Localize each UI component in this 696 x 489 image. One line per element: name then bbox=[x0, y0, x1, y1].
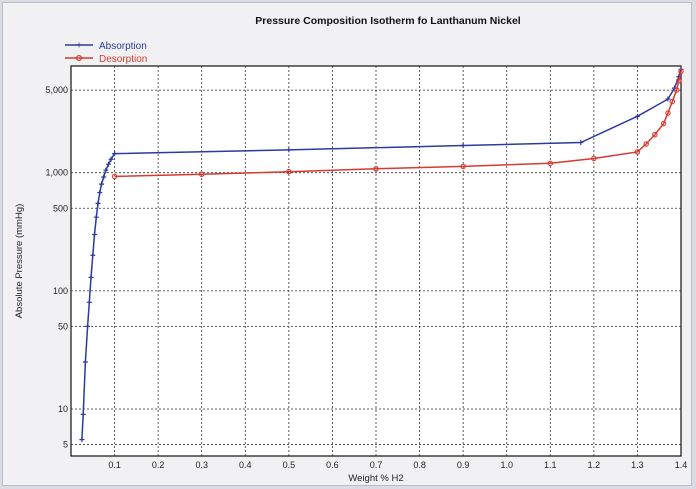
x-tick-label: 0.4 bbox=[239, 460, 252, 470]
data-point-absorption bbox=[82, 359, 88, 365]
legend-absorption-label: Absorption bbox=[99, 41, 147, 52]
data-point-absorption bbox=[634, 113, 640, 119]
data-point-absorption bbox=[105, 161, 111, 167]
data-point-absorption bbox=[85, 323, 91, 329]
data-point-desorption bbox=[676, 78, 682, 84]
data-point-desorption bbox=[634, 149, 641, 155]
x-tick-label: 1.1 bbox=[544, 460, 557, 470]
x-tick-label: 0.8 bbox=[413, 460, 426, 470]
x-tick-label: 0.7 bbox=[370, 460, 383, 470]
data-point-absorption bbox=[80, 411, 86, 417]
data-point-absorption bbox=[460, 142, 466, 148]
series-lines bbox=[79, 66, 684, 443]
x-tick-label: 1.3 bbox=[631, 460, 644, 470]
data-point-desorption bbox=[643, 141, 649, 147]
y-tick-label: 500 bbox=[53, 203, 68, 213]
data-point-absorption bbox=[103, 167, 109, 173]
data-point-absorption bbox=[90, 252, 96, 258]
x-tick-label: 0.9 bbox=[457, 460, 470, 470]
data-point-absorption bbox=[97, 189, 103, 195]
tick-labels: 0.1 0.2 0.3 0.4 0.5 0.6 0.7 0.8 0.9 1.0 1.1 1.2 1.3 1… bbox=[45, 85, 687, 470]
data-point-absorption bbox=[99, 181, 104, 187]
data-point-desorption bbox=[669, 98, 676, 105]
x-tick-label: 0.3 bbox=[195, 460, 208, 470]
legend: + Absorption Desorption bbox=[65, 41, 147, 65]
legend-marker-desorption bbox=[75, 54, 82, 61]
x-tick-label: 1.4 bbox=[675, 460, 688, 470]
data-point-absorption bbox=[86, 299, 92, 305]
legend-desorption-label: Desorption bbox=[99, 54, 147, 65]
x-tick-label: 1.2 bbox=[588, 460, 601, 470]
data-point-desorption bbox=[591, 155, 597, 162]
data-point-absorption bbox=[92, 231, 98, 237]
data-point-absorption bbox=[578, 140, 584, 146]
data-point-absorption bbox=[79, 437, 85, 443]
data-point-desorption bbox=[460, 163, 466, 170]
x-tick-label: 0.6 bbox=[326, 460, 339, 470]
y-tick-label: 5,000 bbox=[45, 85, 68, 95]
y-tick-label: 5 bbox=[63, 440, 68, 450]
data-point-desorption bbox=[111, 173, 118, 180]
data-point-absorption bbox=[286, 147, 292, 153]
x-tick-label: 0.1 bbox=[108, 460, 121, 470]
data-point-absorption bbox=[93, 214, 99, 220]
data-point-absorption bbox=[88, 274, 94, 280]
data-point-desorption bbox=[652, 131, 658, 138]
data-point-desorption bbox=[373, 165, 379, 172]
gridlines bbox=[71, 66, 681, 456]
x-tick-label: 0.5 bbox=[283, 460, 296, 470]
data-point-absorption bbox=[101, 174, 107, 180]
data-point-absorption bbox=[112, 151, 118, 157]
data-point-desorption bbox=[547, 160, 554, 167]
chart-title: Pressure Composition Isotherm fo Lanthan… bbox=[255, 15, 521, 27]
data-point-absorption bbox=[665, 96, 671, 102]
series-line-desorption bbox=[114, 71, 682, 178]
data-point-desorption bbox=[665, 110, 671, 116]
data-point-desorption bbox=[660, 120, 667, 127]
plot-area bbox=[70, 65, 682, 457]
data-point-desorption bbox=[286, 168, 292, 175]
data-point-absorption bbox=[108, 156, 114, 162]
y-axis-label: Absolute Pressure (mmHg) bbox=[14, 204, 25, 319]
x-tick-label: 1.0 bbox=[500, 460, 513, 470]
data-point-desorption bbox=[198, 171, 205, 178]
y-tick-label: 1,000 bbox=[45, 168, 68, 178]
data-point-desorption bbox=[678, 68, 684, 75]
data-point-absorption bbox=[95, 200, 101, 206]
legend-marker-absorption: + bbox=[76, 41, 82, 52]
y-tick-label: 50 bbox=[58, 321, 68, 331]
x-axis-label: Weight % H2 bbox=[348, 473, 403, 484]
x-tick-label: 0.2 bbox=[152, 460, 165, 470]
y-tick-label: 10 bbox=[58, 404, 68, 414]
pct-isotherm-chart: Pressure Composition Isotherm fo Lanthan… bbox=[14, 15, 687, 484]
y-tick-label: 100 bbox=[53, 286, 68, 296]
data-point-desorption bbox=[673, 87, 680, 93]
